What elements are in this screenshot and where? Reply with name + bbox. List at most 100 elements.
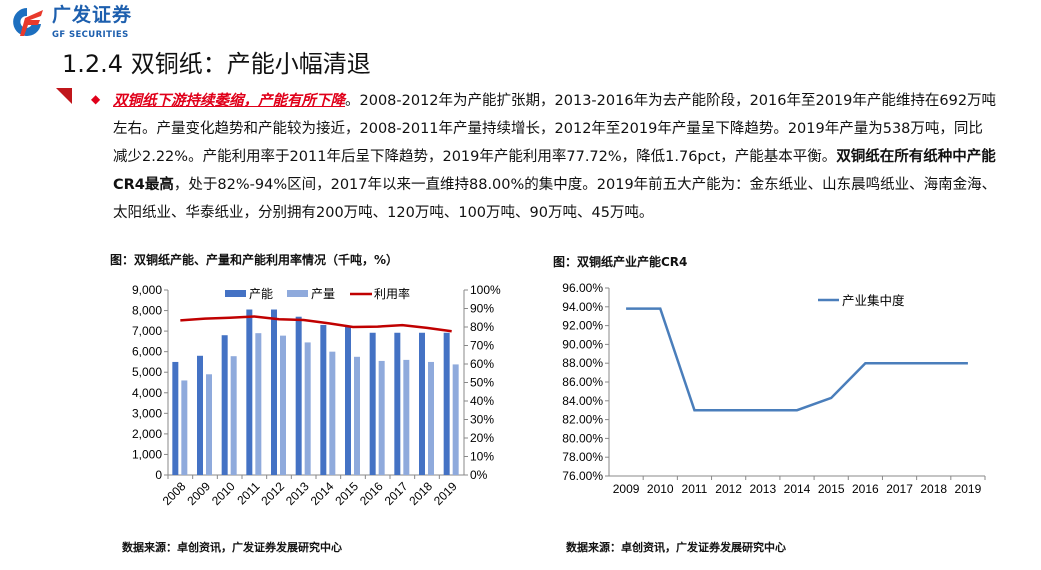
x-tick-label: 2011 — [682, 482, 708, 496]
y2-tick-label: 0% — [470, 468, 488, 482]
diamond-bullet-icon: ◆ — [91, 92, 101, 106]
bar-production — [206, 374, 212, 475]
y2-tick-label: 70% — [470, 339, 494, 353]
bar-capacity — [394, 332, 401, 475]
logo-name-cn: 广发证券 — [52, 4, 133, 26]
y2-tick-label: 90% — [470, 302, 494, 316]
y2-tick-label: 100% — [470, 283, 501, 297]
line-concentration — [626, 307, 968, 412]
paragraph-line-2: 左右。产量变化趋势和产能较为接近，2008-2011年产量持续增长，2012年至… — [113, 121, 983, 137]
x-tick-label: 2012 — [715, 482, 742, 496]
highlight-text: 双铜纸下游持续萎缩，产能有所下降 — [113, 93, 345, 109]
x-tick-label: 2010 — [647, 482, 674, 496]
paragraph-line-3: 减少2.22%。产能利用率于2011年后呈下降趋势，2019年产能利用率77.7… — [113, 143, 1041, 171]
line-utilization — [180, 315, 452, 333]
bar-capacity — [345, 327, 351, 475]
x-tick-label: 2013 — [283, 479, 312, 508]
legend-swatch-capacity — [225, 290, 246, 297]
y2-tick-label: 80% — [470, 320, 494, 334]
x-tick-label: 2013 — [749, 482, 776, 496]
x-tick-label: 2008 — [160, 479, 189, 508]
legend-label-capacity: 产能 — [249, 287, 273, 301]
y-tick-label: 78.00% — [562, 450, 603, 464]
x-tick-label: 2015 — [818, 482, 845, 496]
bar-capacity — [369, 332, 376, 475]
y-tick-label: 88.00% — [562, 356, 603, 370]
bar-capacity — [172, 361, 179, 475]
y2-tick-label: 20% — [470, 431, 494, 445]
bold-text: 双铜纸在所有纸种中产能 — [836, 149, 996, 165]
x-tick-label: 2014 — [308, 479, 337, 508]
y-tick-label: 92.00% — [562, 319, 603, 333]
y-tick-label: 76.00% — [562, 469, 603, 483]
y2-tick-label: 10% — [470, 450, 494, 464]
bar-capacity — [320, 324, 327, 475]
x-tick-label: 2012 — [258, 479, 287, 508]
legend-label-utilization: 利用率 — [374, 286, 410, 301]
chart1-source: 数据来源：卓创资讯，广发证券发展研究中心 — [122, 541, 342, 554]
bar-capacity — [197, 355, 203, 475]
bold-text: CR4最高 — [113, 177, 174, 193]
paragraph-text: ，处于82%-94%区间，2017年以来一直维持88.00%的集中度。2019年… — [173, 177, 997, 193]
y-tick-label: 82.00% — [562, 413, 603, 427]
corner-marker-icon — [56, 88, 72, 104]
x-tick-label: 2015 — [332, 479, 361, 508]
bar-capacity — [271, 309, 277, 475]
paragraph-text: 。2008-2012年为产能扩张期，2013-2016年为去产能阶段，2016年… — [345, 93, 997, 109]
y2-tick-label: 30% — [470, 413, 494, 427]
bar-capacity — [443, 332, 450, 475]
page-title: 1.2.4 双铜纸：产能小幅清退 — [62, 50, 371, 78]
y-tick-label: 90.00% — [562, 337, 603, 351]
x-tick-label: 2019 — [955, 482, 982, 496]
x-tick-label: 2011 — [234, 479, 262, 507]
x-tick-label: 2017 — [382, 479, 411, 508]
logo-name-en: GF SECURITIES — [52, 30, 129, 40]
x-tick-label: 2010 — [209, 479, 238, 508]
paragraph-text: 减少2.22%。产能利用率于2011年后呈下降趋势，2019年产能利用率77.7… — [113, 149, 837, 165]
bar-production — [304, 342, 311, 475]
y-tick-label: 2,000 — [132, 427, 162, 441]
x-tick-label: 2017 — [886, 482, 913, 496]
bar-production — [280, 335, 286, 475]
y2-tick-label: 50% — [470, 376, 494, 390]
chart2-source: 数据来源：卓创资讯，广发证券发展研究中心 — [566, 541, 786, 554]
bar-capacity — [295, 316, 302, 475]
y-tick-label: 3,000 — [132, 406, 162, 420]
y-tick-label: 86.00% — [562, 375, 603, 389]
y-tick-label: 94.00% — [562, 300, 603, 314]
bar-production — [378, 360, 385, 475]
bar-production — [354, 356, 360, 475]
paragraph-line-4: CR4最高，处于82%-94%区间，2017年以来一直维持88.00%的集中度。… — [113, 171, 1041, 199]
x-tick-label: 2016 — [852, 482, 879, 496]
legend-swatch-production — [287, 290, 308, 297]
bar-production — [255, 333, 262, 475]
bar-production — [452, 364, 459, 475]
x-tick-label: 2009 — [184, 479, 213, 508]
y-tick-label: 1,000 — [132, 447, 162, 461]
bar-capacity — [419, 332, 425, 475]
x-tick-label: 2018 — [406, 479, 435, 508]
chart1-title: 图：双铜纸产能、产量和产能利用率情况（千吨，%） — [110, 253, 399, 267]
x-tick-label: 2018 — [920, 482, 947, 496]
y-tick-label: 7,000 — [132, 324, 162, 338]
bar-production — [230, 356, 237, 475]
x-tick-label: 2014 — [784, 482, 811, 496]
x-tick-label: 2019 — [431, 479, 460, 508]
gf-logo-icon — [13, 8, 43, 36]
y2-tick-label: 40% — [470, 394, 494, 408]
y-tick-label: 4,000 — [132, 386, 162, 400]
chart2-title: 图：双铜纸产业产能CR4 — [553, 255, 688, 269]
y-tick-label: 80.00% — [562, 431, 603, 445]
bar-production — [329, 351, 336, 475]
paragraph-line-5: 太阳纸业、华泰纸业，分别拥有200万吨、120万吨、100万吨、90万吨、45万… — [113, 205, 654, 221]
x-tick-label: 2009 — [613, 482, 640, 496]
bar-capacity — [246, 309, 253, 475]
y2-tick-label: 60% — [470, 357, 494, 371]
bar-production — [181, 380, 188, 475]
x-tick-label: 2016 — [357, 479, 386, 508]
bar-production — [403, 359, 410, 475]
legend-label-production: 产量 — [311, 287, 335, 301]
paragraph-line-1: 双铜纸下游持续萎缩，产能有所下降。2008-2012年为产能扩张期，2013-2… — [113, 87, 1041, 115]
y-tick-label: 84.00% — [562, 394, 603, 408]
